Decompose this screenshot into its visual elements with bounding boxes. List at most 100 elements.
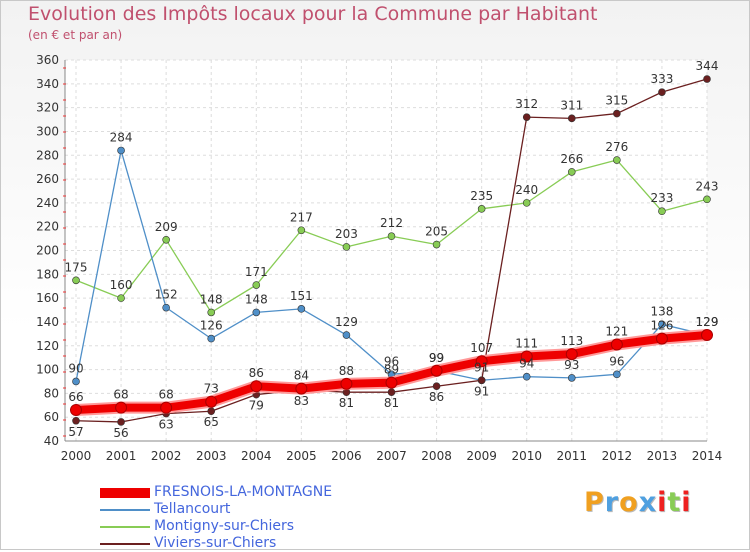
- proxiti-logo: Proxiti: [584, 487, 692, 518]
- data-point: [385, 376, 398, 389]
- data-label: 96: [609, 354, 624, 368]
- data-point: [117, 294, 125, 302]
- data-point: [567, 168, 576, 176]
- data-label: 113: [560, 334, 583, 348]
- logo-letter: t: [667, 487, 682, 518]
- x-tick-label: 2012: [602, 449, 633, 463]
- data-label: 129: [696, 315, 719, 329]
- data-label: 233: [650, 191, 673, 205]
- logo-letter: o: [619, 487, 639, 518]
- data-point: [205, 395, 218, 408]
- data-point: [658, 207, 666, 216]
- y-tick-label: 100: [36, 363, 59, 377]
- data-label: 235: [470, 189, 493, 203]
- data-label: 171: [245, 265, 268, 279]
- y-tick-label: 120: [36, 339, 59, 353]
- data-label: 205: [425, 225, 448, 239]
- data-label: 57: [68, 425, 83, 439]
- data-point: [250, 380, 263, 393]
- data-label: 266: [560, 152, 583, 166]
- data-label: 148: [200, 292, 223, 306]
- data-label: 86: [249, 366, 264, 380]
- legend-swatch: [100, 543, 150, 545]
- data-label: 56: [113, 426, 128, 440]
- x-tick-label: 2014: [692, 449, 723, 463]
- x-tick-label: 2005: [286, 449, 317, 463]
- y-tick-label: 40: [44, 434, 59, 448]
- data-label: 81: [339, 396, 354, 410]
- logo-letter: P: [584, 487, 605, 518]
- data-point: [207, 407, 216, 416]
- y-tick-label: 360: [36, 53, 59, 67]
- data-point: [658, 88, 666, 96]
- data-point: [160, 401, 173, 414]
- data-label: 148: [245, 292, 268, 306]
- data-point: [522, 199, 531, 207]
- legend-label: FRESNOIS-LA-MONTAGNE: [154, 484, 333, 500]
- data-point: [162, 235, 170, 244]
- data-label: 91: [474, 360, 489, 374]
- data-label: 111: [515, 336, 538, 350]
- data-label: 68: [113, 388, 128, 402]
- y-tick-label: 200: [36, 244, 59, 258]
- legend-swatch: [100, 509, 150, 511]
- data-point: [565, 348, 578, 361]
- data-label: 73: [204, 382, 219, 396]
- x-tick-label: 2006: [331, 449, 362, 463]
- data-label: 88: [339, 364, 354, 378]
- data-point: [655, 332, 668, 345]
- data-point: [162, 303, 170, 312]
- legend-swatch: [100, 488, 150, 498]
- data-label: 138: [650, 304, 673, 318]
- data-label: 126: [200, 319, 223, 333]
- data-labels: 175 160 209 148 171 217 203 212 205 235 240 266 276 2…: [65, 59, 719, 440]
- legend-item: Tellancourt: [100, 501, 500, 518]
- data-label: 312: [515, 97, 538, 111]
- data-label: 333: [650, 72, 673, 86]
- data-label: 91: [474, 384, 489, 398]
- x-tick-label: 2009: [466, 449, 497, 463]
- x-tick-label: 2013: [647, 449, 678, 463]
- data-point: [658, 320, 666, 329]
- logo-letter: i: [681, 487, 692, 518]
- data-point: [387, 232, 396, 241]
- series: [70, 75, 713, 426]
- data-label: 160: [110, 278, 133, 292]
- logo-letter: i: [657, 487, 668, 518]
- x-tick-label: 2007: [376, 449, 407, 463]
- data-label: 99: [429, 351, 444, 365]
- data-label: 212: [380, 216, 403, 230]
- data-label: 89: [384, 363, 399, 377]
- data-label: 90: [68, 361, 83, 375]
- data-point: [432, 382, 441, 391]
- data-point: [477, 205, 486, 213]
- data-point: [613, 156, 621, 164]
- data-label: 129: [696, 315, 719, 329]
- data-point: [252, 308, 261, 317]
- data-point: [703, 195, 711, 204]
- data-label: 65: [204, 415, 219, 429]
- data-point: [477, 376, 486, 385]
- data-point: [522, 372, 531, 381]
- data-point: [520, 350, 533, 363]
- data-point: [72, 377, 80, 386]
- data-point: [207, 308, 216, 317]
- legend-item: Viviers-sur-Chiers: [100, 535, 500, 552]
- data-point: [342, 331, 351, 339]
- data-point: [430, 364, 443, 377]
- data-label: 121: [605, 325, 628, 339]
- data-point: [252, 281, 261, 289]
- data-point: [567, 374, 576, 382]
- y-tick-label: 140: [36, 315, 59, 329]
- x-tick-label: 2000: [61, 449, 92, 463]
- chart-title: Evolution des Impôts locaux pour la Comm…: [28, 3, 598, 25]
- y-tick-label: 160: [36, 291, 59, 305]
- data-label: 99: [429, 351, 444, 365]
- line-chart: 40 60 80 100 120 140 160 180 200 220 240 260 280 300 3…: [36, 53, 723, 463]
- data-label: 68: [159, 388, 174, 402]
- legend-label: Viviers-sur-Chiers: [154, 535, 277, 551]
- data-label: 79: [249, 399, 264, 413]
- data-label: 94: [519, 357, 534, 371]
- data-label: 93: [564, 358, 579, 372]
- x-tick-label: 2002: [151, 449, 182, 463]
